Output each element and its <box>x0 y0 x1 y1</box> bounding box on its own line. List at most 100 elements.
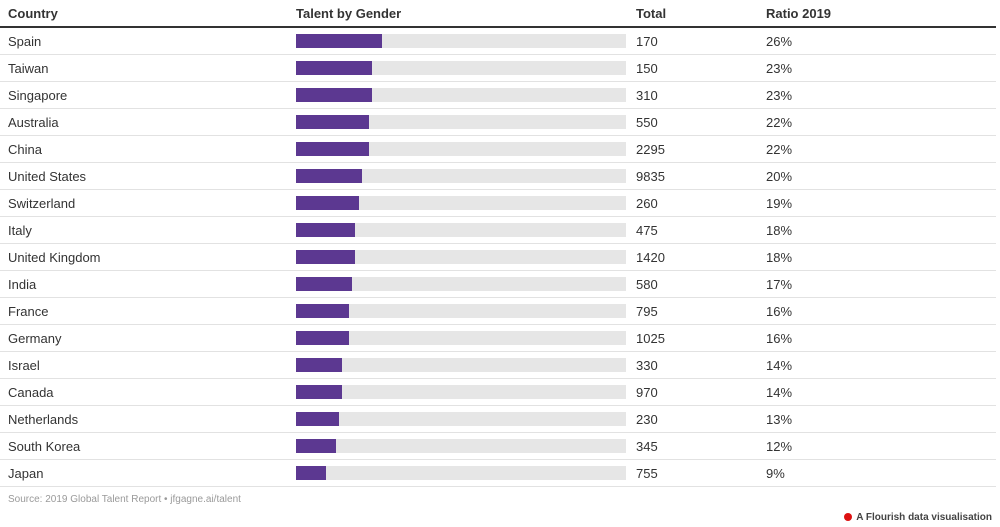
total-value: 2295 <box>636 142 665 157</box>
ratio-value: 16% <box>766 331 793 346</box>
source-note: Source: 2019 Global Talent Report • jfga… <box>8 494 241 505</box>
data-table: Country Talent by Gender Total Ratio 201… <box>0 0 996 487</box>
ratio-value: 16% <box>766 304 793 319</box>
bar-track <box>296 88 626 102</box>
bar-track <box>296 142 626 156</box>
flourish-credit-text: A Flourish data visualisation <box>856 512 992 523</box>
bar-fill <box>296 304 349 318</box>
ratio-value: 13% <box>766 412 793 427</box>
bar-fill <box>296 142 369 156</box>
bar-track <box>296 466 626 480</box>
table-body: Spain 170 26% Taiwan 150 23% Singapore 310 23% Au… <box>0 28 996 487</box>
bar-fill <box>296 466 326 480</box>
header-total: Total <box>636 6 667 21</box>
bar-fill <box>296 169 362 183</box>
total-value: 230 <box>636 412 658 427</box>
country-label: India <box>8 277 37 292</box>
total-value: 345 <box>636 439 658 454</box>
bar-fill <box>296 385 343 399</box>
ratio-value: 20% <box>766 169 793 184</box>
ratio-value: 9% <box>766 466 785 481</box>
total-value: 580 <box>636 277 658 292</box>
bar-track <box>296 331 626 345</box>
country-label: Japan <box>8 466 44 481</box>
bar-fill <box>296 250 356 264</box>
ratio-value: 18% <box>766 250 793 265</box>
country-label: Netherlands <box>8 412 79 427</box>
country-label: Switzerland <box>8 196 76 211</box>
total-value: 1420 <box>636 250 665 265</box>
country-label: Italy <box>8 223 32 238</box>
country-label: United Kingdom <box>8 250 101 265</box>
bar-fill <box>296 358 343 372</box>
bar-track <box>296 61 626 75</box>
bar-fill <box>296 196 359 210</box>
table-row: Italy 475 18% <box>0 217 996 244</box>
table-row: Canada 970 14% <box>0 379 996 406</box>
table-row: Taiwan 150 23% <box>0 55 996 82</box>
country-label: United States <box>8 169 87 184</box>
ratio-value: 23% <box>766 61 793 76</box>
ratio-value: 26% <box>766 34 793 49</box>
bar-fill <box>296 61 372 75</box>
bar-fill <box>296 412 339 426</box>
bar-fill <box>296 115 369 129</box>
table-row: South Korea 345 12% <box>0 433 996 460</box>
country-label: South Korea <box>8 439 81 454</box>
bar-track <box>296 277 626 291</box>
bar-fill <box>296 331 349 345</box>
total-value: 260 <box>636 196 658 211</box>
table-row: Switzerland 260 19% <box>0 190 996 217</box>
bar-track <box>296 169 626 183</box>
bar-fill <box>296 223 356 237</box>
country-label: Singapore <box>8 88 68 103</box>
bar-track <box>296 223 626 237</box>
country-label: France <box>8 304 49 319</box>
table-row: Spain 170 26% <box>0 28 996 55</box>
total-value: 310 <box>636 88 658 103</box>
country-label: Spain <box>8 34 42 49</box>
total-value: 150 <box>636 61 658 76</box>
country-label: Germany <box>8 331 62 346</box>
bar-fill <box>296 277 353 291</box>
total-value: 550 <box>636 115 658 130</box>
table-row: United Kingdom 1420 18% <box>0 244 996 271</box>
country-label: Australia <box>8 115 59 130</box>
total-value: 330 <box>636 358 658 373</box>
ratio-value: 14% <box>766 385 793 400</box>
bar-track <box>296 115 626 129</box>
table-row: Germany 1025 16% <box>0 325 996 352</box>
header-ratio: Ratio 2019 <box>766 6 832 21</box>
bar-track <box>296 34 626 48</box>
table-row: China 2295 22% <box>0 136 996 163</box>
ratio-value: 19% <box>766 196 793 211</box>
total-value: 755 <box>636 466 658 481</box>
table-row: Netherlands 230 13% <box>0 406 996 433</box>
total-value: 1025 <box>636 331 665 346</box>
bar-track <box>296 385 626 399</box>
bar-fill <box>296 88 372 102</box>
bar-track <box>296 412 626 426</box>
ratio-value: 18% <box>766 223 793 238</box>
ratio-value: 22% <box>766 115 793 130</box>
header-talent-by-gender: Talent by Gender <box>296 6 402 21</box>
table-row: United States 9835 20% <box>0 163 996 190</box>
flourish-logo-icon <box>844 513 853 521</box>
table-row: India 580 17% <box>0 271 996 298</box>
header-country: Country <box>8 6 58 21</box>
bar-track <box>296 250 626 264</box>
ratio-value: 14% <box>766 358 793 373</box>
bar-track <box>296 439 626 453</box>
bar-track <box>296 304 626 318</box>
country-label: Israel <box>8 358 40 373</box>
flourish-credit[interactable]: A Flourish data visualisation <box>844 512 992 523</box>
table-row: France 795 16% <box>0 298 996 325</box>
bar-track <box>296 358 626 372</box>
table-header: Country Talent by Gender Total Ratio 201… <box>0 0 996 28</box>
total-value: 170 <box>636 34 658 49</box>
ratio-value: 22% <box>766 142 793 157</box>
country-label: Canada <box>8 385 54 400</box>
total-value: 970 <box>636 385 658 400</box>
bar-track <box>296 196 626 210</box>
total-value: 475 <box>636 223 658 238</box>
